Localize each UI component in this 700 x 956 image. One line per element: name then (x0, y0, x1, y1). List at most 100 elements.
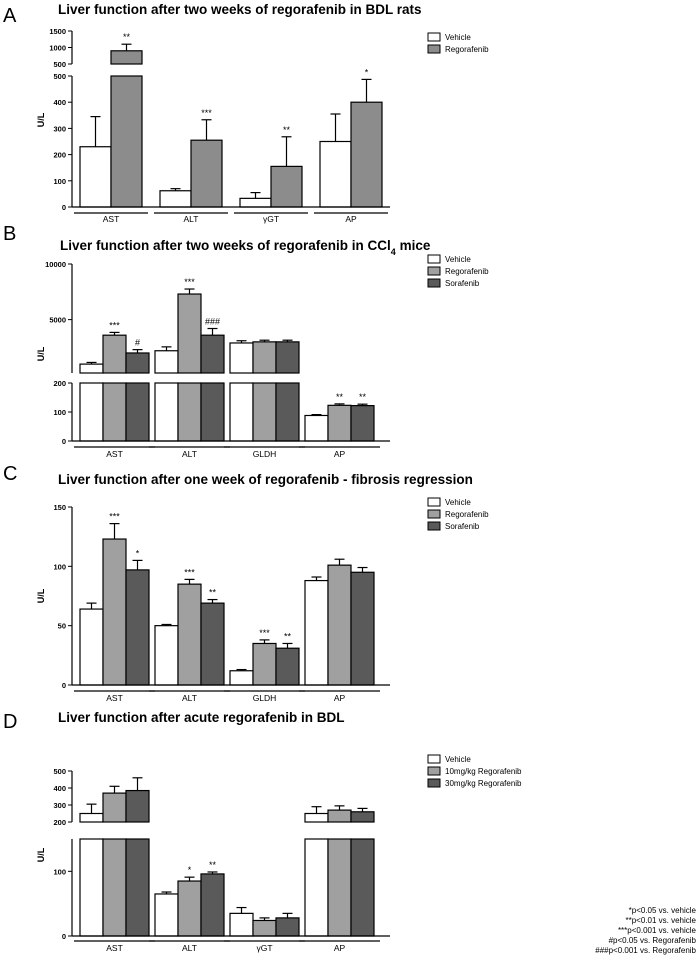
chart-panel-d: D Liver function after acute regorafenib … (3, 710, 522, 953)
bar-b-2-2 (275, 382, 300, 442)
bar-a-2-1 (270, 165, 303, 208)
category-label: ALT (184, 214, 199, 224)
legend-swatch (427, 44, 441, 54)
bar-d-0-1 (102, 792, 127, 823)
significance-label: *** (109, 512, 120, 522)
category-label: GLDH (253, 449, 277, 459)
y-tick-label: 400 (53, 98, 66, 107)
y-tick-label: 1500 (49, 27, 66, 36)
bar-d-0-0 (79, 838, 104, 937)
bar-a-2-0 (239, 197, 272, 208)
bar-d-1-1 (177, 880, 202, 937)
y-axis-label: U/L (36, 588, 46, 603)
category-label: AST (103, 214, 120, 224)
legend-swatch (427, 754, 441, 764)
legend-swatch (427, 497, 441, 507)
footnote: **p<0.01 vs. vehicle (625, 916, 697, 925)
bar-d-0-1 (102, 838, 127, 937)
legend-label: Sorafenib (445, 279, 480, 288)
bar-c-2-1 (252, 642, 277, 686)
y-tick-label: 400 (53, 784, 66, 793)
y-tick-label: 200 (53, 818, 66, 827)
category-label: ALT (182, 449, 197, 459)
y-tick-label: 1000 (49, 44, 66, 53)
bar-b-0-2 (125, 382, 150, 442)
bar-b-3-2 (350, 405, 375, 442)
bar-d-3-0 (304, 812, 329, 823)
significance-label: * (188, 865, 192, 875)
bar-b-2-1 (252, 382, 277, 442)
significance-label: # (135, 338, 140, 348)
y-tick-label: 100 (53, 867, 66, 876)
y-tick-label: 500 (53, 72, 66, 81)
panel-letter: D (3, 711, 17, 733)
y-tick-label: 500 (53, 60, 66, 69)
bar-b-1-2 (200, 382, 225, 442)
bar-d-3-2 (350, 811, 375, 823)
bar-b-1-0 (154, 350, 179, 374)
legend-label: Vehicle (445, 33, 471, 42)
bar-d-3-0 (304, 838, 329, 937)
bar-b-2-0 (229, 382, 254, 442)
bar-a-1-1 (190, 139, 223, 208)
significance-label: *** (259, 628, 270, 638)
significance-label: *** (109, 320, 120, 330)
footnote: *p<0.05 vs. vehicle (628, 906, 696, 915)
bar-c-0-2 (125, 569, 150, 686)
significance-label: * (365, 67, 369, 77)
significance-label: ** (209, 860, 217, 870)
bar-a-0-0 (79, 146, 112, 208)
bar-a-0-1 (110, 50, 143, 65)
significance-label: ** (283, 125, 291, 135)
legend-swatch (427, 778, 441, 788)
bar-a-3-0 (319, 140, 352, 208)
footnote: #p<0.05 vs. Regorafenib (608, 936, 696, 945)
y-tick-label: 0 (62, 203, 66, 212)
category-label: ALT (182, 943, 197, 953)
category-label: AP (345, 214, 357, 224)
legend-label: Regorafenib (445, 510, 489, 519)
legend-swatch (427, 278, 441, 288)
y-tick-label: 5000 (49, 316, 66, 325)
significance-label: *** (201, 108, 212, 118)
bar-a-0-1 (110, 75, 143, 208)
significance-label: ** (209, 588, 217, 598)
chart-title: Liver function after two weeks of regora… (60, 238, 431, 257)
legend-swatch (427, 521, 441, 531)
y-axis-label: U/L (36, 847, 46, 862)
y-tick-label: 500 (53, 767, 66, 776)
bar-b-0-1 (102, 334, 127, 374)
legend-label: Vehicle (445, 755, 471, 764)
bar-b-2-2 (275, 341, 300, 374)
bar-d-1-0 (154, 893, 179, 937)
significance-label: * (136, 548, 140, 558)
bar-b-0-0 (79, 363, 104, 374)
significance-footnotes: *p<0.05 vs. vehicle **p<0.01 vs. vehicle… (476, 906, 696, 956)
chart-title: Liver function after two weeks of regora… (58, 2, 422, 17)
category-label: AP (334, 943, 346, 953)
panel-letter: C (3, 463, 17, 485)
y-tick-label: 100 (53, 177, 66, 186)
bar-c-2-2 (275, 647, 300, 686)
chart-panel-c: C Liver function after one week of regora… (3, 463, 489, 703)
category-label: AP (334, 693, 346, 703)
y-tick-label: 50 (58, 622, 66, 631)
chart-title: Liver function after one week of regoraf… (58, 472, 473, 487)
bar-c-2-0 (229, 670, 254, 686)
legend-label: Sorafenib (445, 522, 480, 531)
bar-d-2-1 (252, 919, 277, 937)
y-tick-label: 0 (62, 932, 66, 941)
title-suffix: mice (396, 238, 431, 253)
bar-b-3-0 (304, 414, 329, 442)
y-axis-label: U/L (36, 112, 46, 127)
panel-letter: A (3, 5, 17, 27)
bar-b-1-1 (177, 382, 202, 442)
legend-swatch (427, 509, 441, 519)
legend-swatch (427, 32, 441, 42)
legend-swatch (427, 266, 441, 276)
bar-d-3-1 (327, 809, 352, 823)
y-tick-label: 10000 (45, 260, 66, 269)
category-label: AST (106, 693, 123, 703)
bar-c-1-2 (200, 602, 225, 686)
